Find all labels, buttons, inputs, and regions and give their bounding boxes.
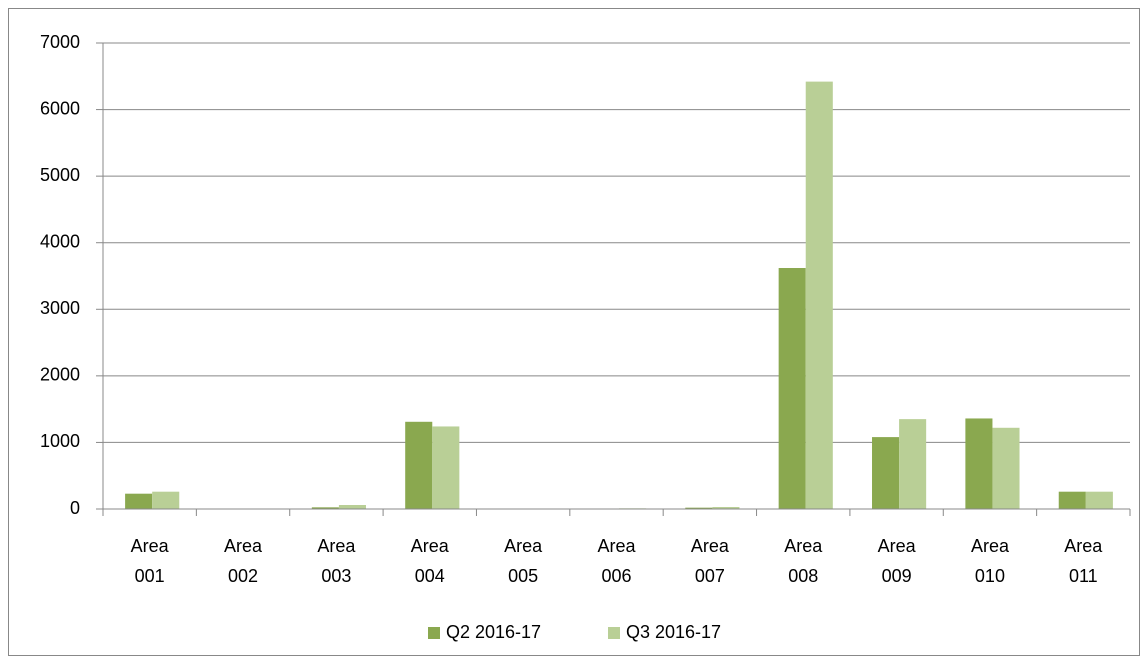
x-tick-label: Area 005	[504, 536, 543, 586]
legend-swatch	[608, 627, 620, 639]
bar	[805, 81, 833, 510]
y-tick-label: 6000	[40, 98, 80, 118]
y-tick-label: 7000	[40, 32, 80, 52]
bar	[992, 427, 1020, 509]
bar	[405, 421, 433, 509]
x-tick-label: Area 007	[691, 536, 730, 586]
legend-swatch	[428, 627, 440, 639]
bar	[1058, 491, 1086, 509]
x-tick-label: Area 009	[878, 536, 917, 586]
bar	[125, 493, 153, 509]
bar	[965, 418, 993, 509]
bar	[778, 268, 806, 509]
x-tick-label: Area 008	[784, 536, 823, 586]
x-tick-label: Area 010	[971, 536, 1010, 586]
x-tick-label: Area 003	[317, 536, 356, 586]
y-tick-label: 2000	[40, 365, 80, 385]
x-tick-label: Area 006	[597, 536, 636, 586]
x-tick-label: Area 011	[1064, 536, 1103, 586]
bar	[1085, 491, 1113, 509]
y-tick-label: 0	[70, 498, 80, 518]
y-tick-label: 1000	[40, 431, 80, 451]
y-tick-label: 4000	[40, 231, 80, 251]
y-tick-label: 5000	[40, 165, 80, 185]
x-tick-label: Area 004	[411, 536, 450, 586]
legend-label: Q2 2016-17	[446, 622, 541, 642]
legend-label: Q3 2016-17	[626, 622, 721, 642]
bar	[899, 419, 927, 509]
bar	[338, 505, 366, 509]
x-tick-label: Area 001	[131, 536, 170, 586]
bar	[432, 426, 460, 509]
bar	[712, 507, 740, 509]
bar	[685, 507, 713, 509]
y-tick-label: 3000	[40, 298, 80, 318]
chart-border	[8, 8, 1140, 656]
bar	[152, 491, 180, 509]
bar	[872, 437, 900, 509]
x-tick-label: Area 002	[224, 536, 263, 586]
bar	[311, 507, 339, 509]
